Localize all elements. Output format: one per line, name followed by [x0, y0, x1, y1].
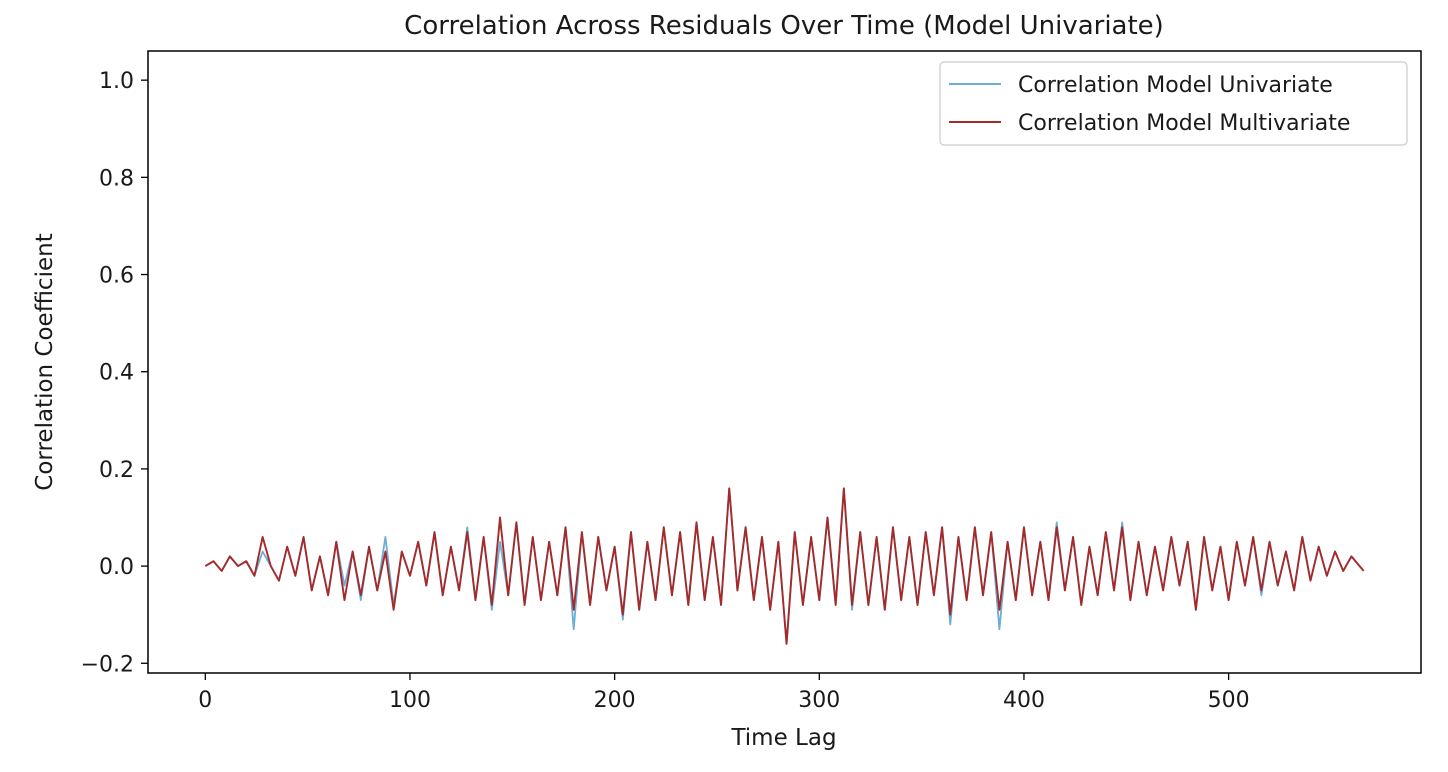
y-tick-label: 1.0	[99, 69, 134, 94]
x-tick-label: 0	[198, 688, 212, 713]
plot-area	[147, 50, 1422, 674]
y-tick-label: 0.6	[99, 264, 134, 289]
series-layer	[204, 487, 1365, 645]
legend-label-univariate: Correlation Model Univariate	[1018, 73, 1333, 98]
plot-frame	[147, 50, 1422, 674]
chart-title: Correlation Across Residuals Over Time (…	[404, 11, 1164, 41]
x-tick-label: 300	[798, 688, 840, 713]
legend-box	[939, 61, 1408, 146]
x-tick-label: 500	[1208, 688, 1250, 713]
y-tick-label: −0.2	[81, 652, 134, 677]
y-axis-label: Correlation Coefficient	[32, 233, 58, 490]
series-line-multivariate	[204, 487, 1365, 645]
x-axis-label: Time Lag	[730, 725, 836, 751]
y-tick-label: 0.8	[99, 166, 134, 191]
x-axis: 0 100 200 300 400 500	[198, 673, 1250, 713]
y-tick-label: 0.4	[99, 361, 134, 386]
legend-label-multivariate: Correlation Model Multivariate	[1018, 111, 1350, 136]
y-axis: −0.2 0.0 0.2 0.4 0.6 0.8 1.0	[81, 69, 148, 677]
y-tick-label: 0.2	[99, 458, 134, 483]
x-tick-label: 100	[389, 688, 431, 713]
y-tick-label: 0.0	[99, 555, 134, 580]
x-tick-label: 200	[594, 688, 636, 713]
legend: Correlation Model Univariate Correlation…	[939, 61, 1408, 146]
x-tick-label: 400	[1003, 688, 1045, 713]
